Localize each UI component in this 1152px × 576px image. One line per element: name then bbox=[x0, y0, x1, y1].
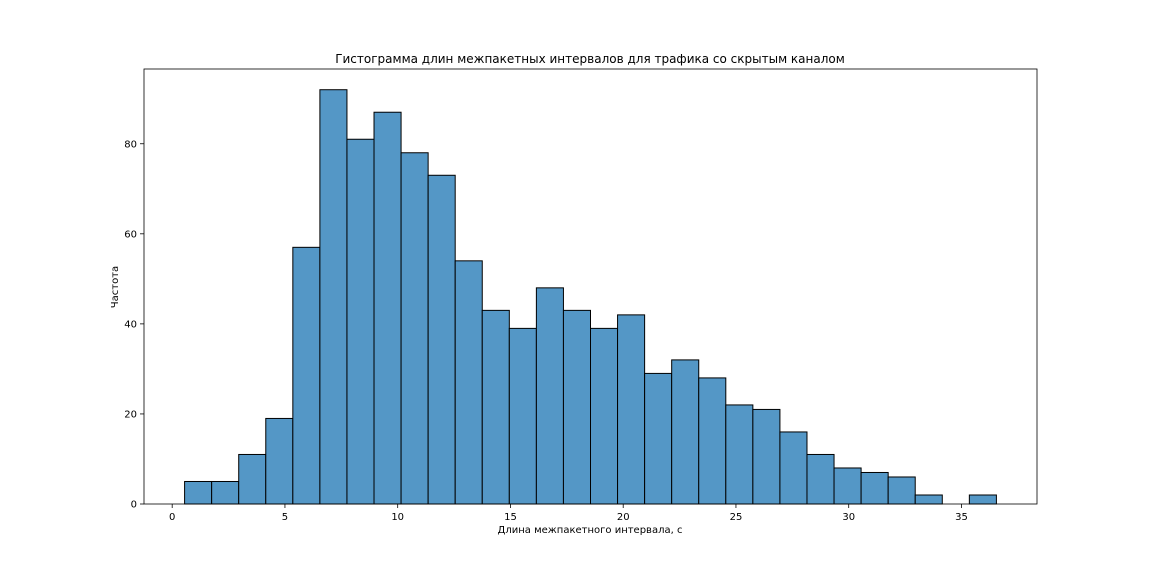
histogram-bar bbox=[644, 372, 673, 505]
histogram-bar bbox=[860, 471, 889, 505]
histogram-bar bbox=[779, 431, 808, 505]
histogram-bar bbox=[238, 453, 267, 505]
x-tick-label: 15 bbox=[504, 512, 517, 523]
histogram-bar bbox=[508, 327, 537, 505]
y-axis-label: Частота bbox=[110, 266, 121, 308]
histogram-bar bbox=[481, 309, 510, 505]
y-tick-label: 80 bbox=[124, 139, 137, 150]
histogram-bar bbox=[373, 111, 402, 505]
histogram-bar bbox=[590, 327, 619, 505]
histogram-bar bbox=[346, 138, 375, 505]
y-tick-label: 0 bbox=[131, 500, 137, 511]
plot-frame bbox=[143, 68, 1038, 505]
histogram-bar bbox=[914, 494, 943, 505]
histogram-bar bbox=[698, 377, 727, 505]
histogram-bar bbox=[725, 404, 754, 505]
histogram-bar bbox=[833, 467, 862, 505]
histogram-bar bbox=[427, 174, 456, 505]
y-tick-label: 60 bbox=[124, 229, 137, 240]
histogram-bar bbox=[806, 453, 835, 505]
histogram-bar bbox=[968, 494, 997, 505]
histogram-bar bbox=[887, 476, 916, 505]
x-tick-label: 5 bbox=[282, 512, 288, 523]
x-tick-label: 10 bbox=[391, 512, 404, 523]
x-tick-label: 20 bbox=[617, 512, 630, 523]
x-tick-label: 35 bbox=[955, 512, 968, 523]
y-tick-label: 40 bbox=[124, 319, 137, 330]
histogram-bar bbox=[292, 246, 321, 505]
histogram-bar bbox=[211, 480, 240, 505]
x-tick-label: 25 bbox=[730, 512, 743, 523]
histogram-bar bbox=[319, 89, 348, 505]
histogram-bar bbox=[617, 314, 646, 505]
x-tick-label: 0 bbox=[169, 512, 175, 523]
histogram-bar bbox=[535, 287, 564, 505]
histogram-bar bbox=[752, 408, 781, 505]
x-axis: 0 5 10 15 20 25 30 35 bbox=[169, 504, 968, 523]
x-tick-label: 30 bbox=[842, 512, 855, 523]
y-tick-label: 20 bbox=[124, 409, 137, 420]
x-axis-label: Длина межпакетного интервала, с bbox=[498, 525, 683, 536]
y-axis: 0 20 40 60 80 bbox=[124, 139, 144, 511]
histogram-bar bbox=[184, 480, 213, 505]
histogram-bar bbox=[562, 309, 591, 505]
bars-group bbox=[184, 89, 997, 505]
histogram-bar bbox=[671, 359, 700, 505]
histogram-bar bbox=[265, 417, 294, 505]
chart-title: Гистограмма длин межпакетных интервалов … bbox=[335, 52, 845, 66]
histogram-bar bbox=[400, 152, 429, 505]
histogram-bar bbox=[454, 260, 483, 505]
